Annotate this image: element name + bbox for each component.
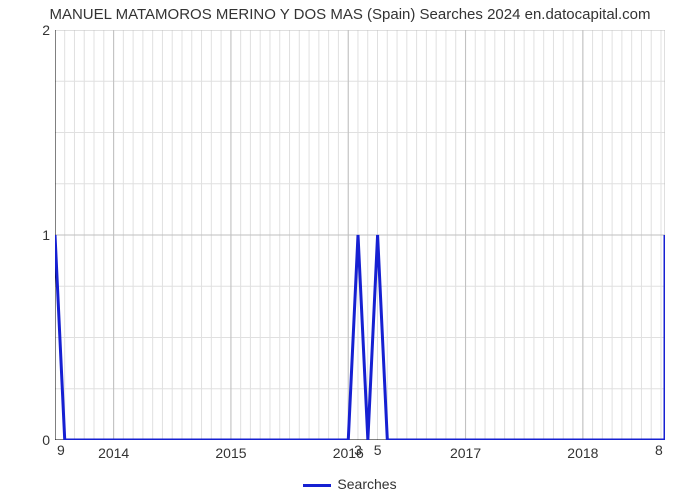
chart-svg bbox=[55, 30, 665, 440]
corner-label-bottom-right: 8 bbox=[655, 442, 663, 458]
y-tick-label: 2 bbox=[5, 22, 50, 38]
legend-swatch bbox=[303, 484, 331, 487]
legend-label: Searches bbox=[337, 476, 396, 492]
y-tick-label: 0 bbox=[5, 432, 50, 448]
plot-area bbox=[55, 30, 665, 440]
x-tick-label: 2017 bbox=[450, 445, 481, 461]
chart-container: MANUEL MATAMOROS MERINO Y DOS MAS (Spain… bbox=[0, 0, 700, 500]
x-tick-label: 2018 bbox=[567, 445, 598, 461]
corner-label-top-left: 9 bbox=[57, 442, 65, 458]
legend: Searches bbox=[0, 476, 700, 492]
x-tick-label: 2015 bbox=[215, 445, 246, 461]
y-tick-label: 1 bbox=[5, 227, 50, 243]
chart-title: MANUEL MATAMOROS MERINO Y DOS MAS (Spain… bbox=[0, 6, 700, 23]
x-tick-label: 2014 bbox=[98, 445, 129, 461]
point-label: 5 bbox=[374, 442, 382, 458]
point-label: 3 bbox=[354, 442, 362, 458]
